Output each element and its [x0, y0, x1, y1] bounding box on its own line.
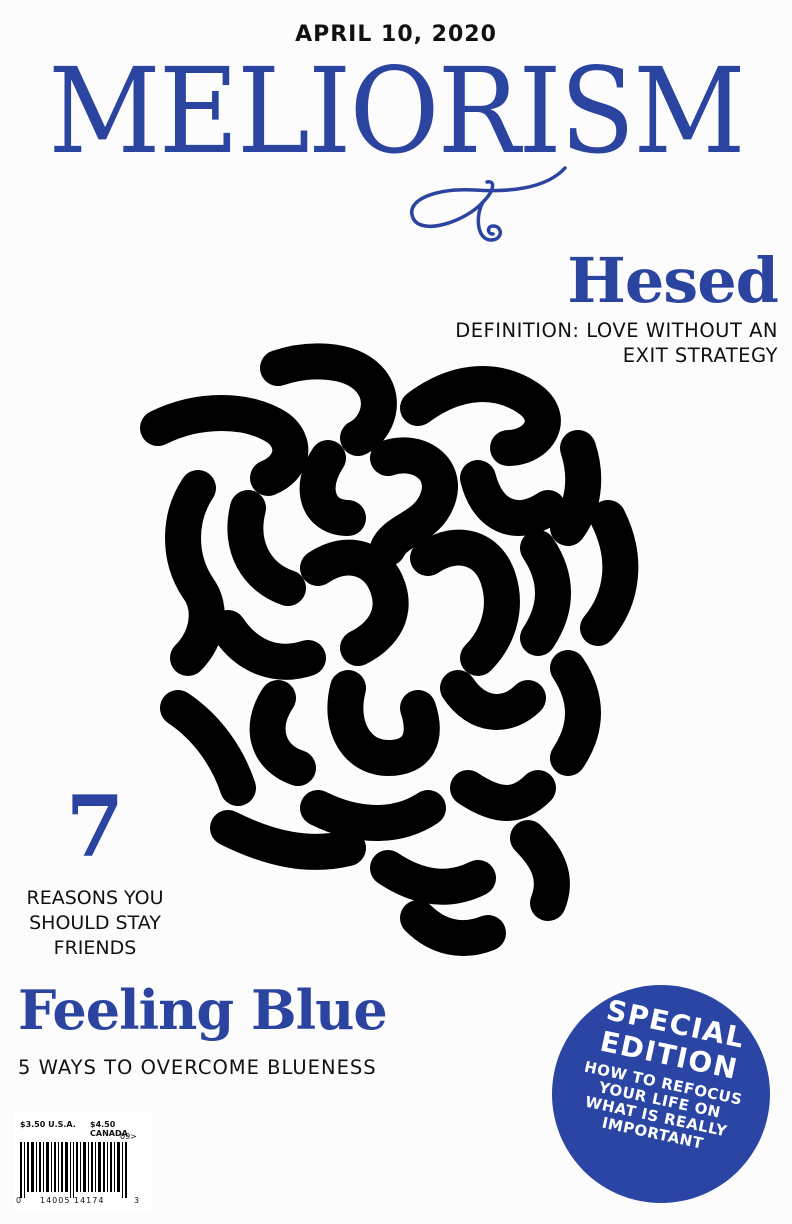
feeling-blue-subtitle: 5 WAYS TO OVERCOME BLUENESS	[18, 1056, 377, 1079]
issue-code: 09>	[120, 1132, 137, 1141]
barcode-bars	[20, 1142, 127, 1198]
barcode-digits: 14005 14174	[40, 1196, 105, 1205]
reasons-number: 7	[65, 777, 125, 876]
hesed-headline: Hesed	[567, 244, 779, 317]
reasons-caption-line: SHOULD STAY	[29, 912, 161, 934]
barcode-block: $3.50 U.S.A. $4.50 CANADA 09> 0 14005 14…	[14, 1112, 152, 1212]
hesed-definition: DEFINITION: LOVE WITHOUT AN EXIT STRATEG…	[358, 318, 778, 368]
barcode-digit-right: 3	[134, 1196, 140, 1205]
special-edition-badge: SPECIAL EDITION HOW TO REFOCUS YOUR LIFE…	[552, 985, 770, 1203]
barcode-digit-left: 0	[16, 1196, 22, 1205]
masthead-flourish	[409, 166, 567, 242]
price-usa: $3.50 U.S.A.	[20, 1120, 76, 1129]
feeling-blue-headline: Feeling Blue	[18, 978, 388, 1042]
reasons-caption-line: REASONS YOU	[26, 887, 164, 909]
hesed-definition-line: DEFINITION: LOVE WITHOUT AN	[455, 319, 778, 342]
maze-illustration	[140, 343, 639, 956]
issue-date: APRIL 10, 2020	[295, 22, 497, 47]
price-canada: $4.50 CANADA	[90, 1120, 128, 1138]
hesed-definition-line: EXIT STRATEGY	[622, 344, 778, 367]
reasons-caption: REASONS YOU SHOULD STAY FRIENDS	[0, 886, 190, 961]
reasons-caption-line: FRIENDS	[53, 937, 137, 959]
masthead-title: MELIORISM	[48, 42, 745, 180]
